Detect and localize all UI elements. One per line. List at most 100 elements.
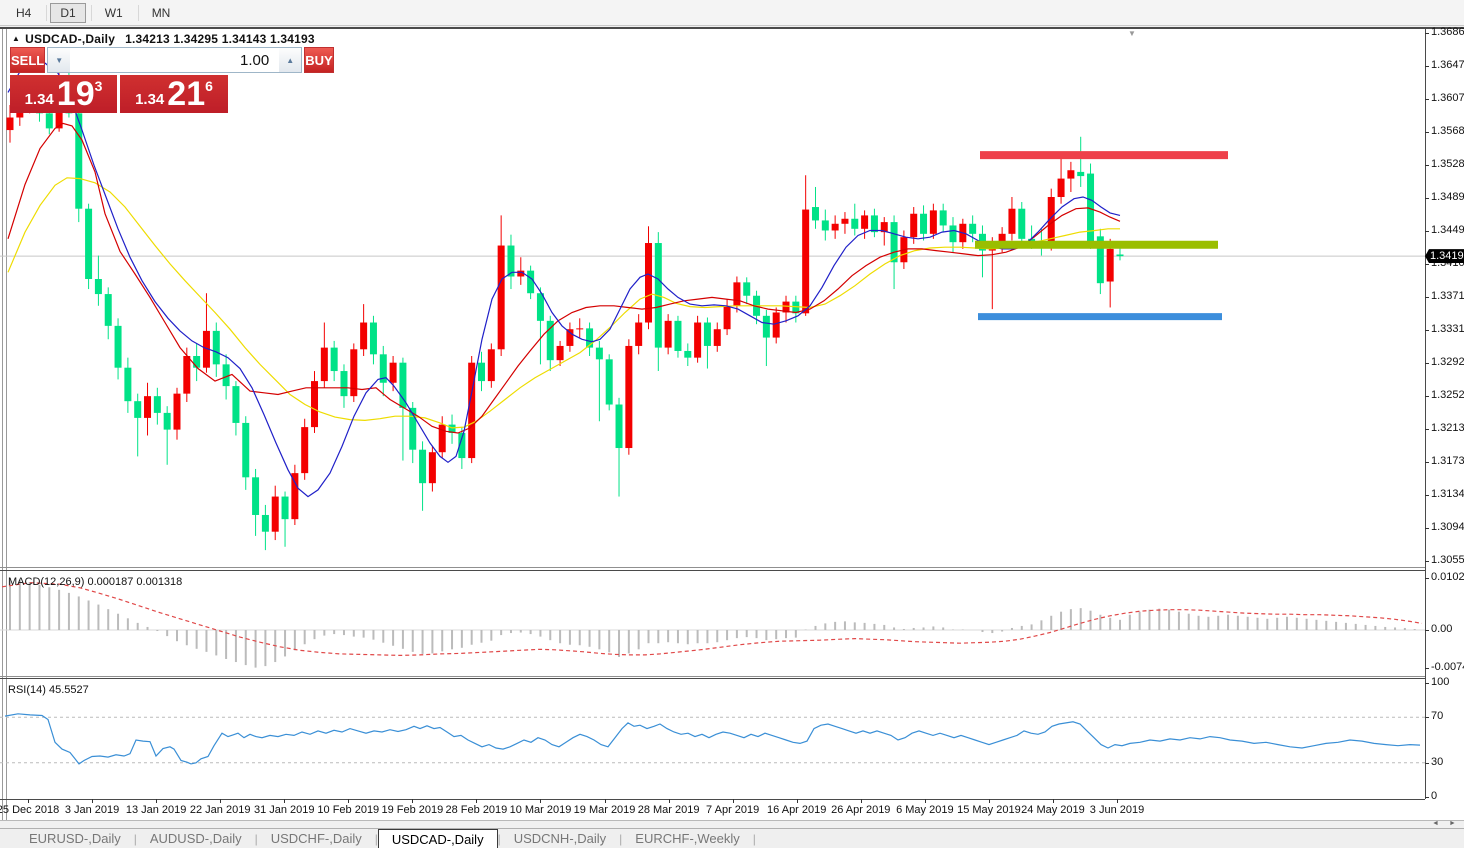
timeframe-toolbar: H4 D1 W1 MN (0, 0, 1464, 26)
rsi-axis-label: 0 (1431, 790, 1438, 802)
horizontal-scrollbar[interactable] (0, 820, 1464, 828)
candle-body (124, 367, 132, 402)
rsi-axis-label: 100 (1431, 676, 1450, 688)
price-axis-tick (1425, 197, 1429, 199)
tab-audusd-daily[interactable]: AUDUSD-,Daily (149, 830, 242, 846)
scroll-left-icon[interactable]: ◄ (1432, 820, 1439, 827)
candle-body (949, 225, 957, 243)
candle-body (821, 220, 829, 231)
buy-button[interactable]: BUY (304, 47, 334, 73)
rsi-axis-tick (1425, 683, 1429, 684)
tab-eurusd-daily[interactable]: EURUSD-,Daily (29, 830, 121, 846)
date-axis-label: 13 Jan 2019 (125, 804, 187, 816)
timeframe-button-h4[interactable]: H4 (16, 5, 32, 20)
timeframe-button-w1[interactable]: W1 (104, 5, 123, 20)
date-axis-tick (220, 799, 222, 803)
candle-body (1018, 208, 1026, 239)
tab-usdchf-daily[interactable]: USDCHF-,Daily (270, 830, 362, 846)
collapse-trade-panel-icon[interactable]: ▲ (12, 34, 21, 43)
candle-body (703, 322, 711, 346)
volume-increase-button[interactable]: ▲ (279, 48, 302, 72)
tab-separator: | (374, 831, 378, 846)
candle-body (1096, 236, 1104, 284)
date-axis-label: 31 Jan 2019 (253, 804, 315, 816)
candle-body (350, 349, 358, 397)
date-axis-tick (156, 799, 158, 803)
pane-splitter-line (0, 570, 1425, 571)
candle-body (527, 270, 535, 294)
candles (6, 50, 1124, 551)
sell-button[interactable]: SELL (10, 47, 46, 73)
candle-body (438, 424, 446, 453)
candle-body (929, 210, 937, 234)
candle-body (75, 113, 83, 209)
date-axis-label: 10 Mar 2019 (509, 804, 572, 816)
date-axis-label: 3 Jan 2019 (64, 804, 120, 816)
toolbar-separator (90, 4, 92, 21)
rsi-pane-canvas[interactable] (0, 679, 1425, 799)
date-axis-tick (1117, 799, 1119, 803)
candle-body (586, 328, 594, 348)
chart-title: ▲ USDCAD-,Daily 1.34213 1.34295 1.34143 1.… (12, 32, 315, 46)
chart-ohlc-readout: 1.34213 1.34295 1.34143 1.34193 (125, 32, 315, 46)
tab-separator: | (752, 831, 756, 846)
rsi-axis-label: 70 (1431, 710, 1444, 723)
macd-axis-label: 0.00 (1431, 623, 1453, 635)
tab-eurchf-weekly[interactable]: EURCHF-,Weekly (635, 830, 740, 846)
sell-price-panel[interactable]: 1.34 19 3 (10, 75, 117, 113)
candle-body (684, 350, 692, 358)
date-axis-label: 6 May 2019 (896, 804, 954, 816)
chart-shift-marker-icon[interactable]: ▼ (1128, 29, 1136, 38)
candle-body (851, 218, 859, 229)
candle-body (674, 320, 682, 351)
rsi-axis-tick (1425, 762, 1429, 764)
price-axis-label: 1.34890 (1431, 190, 1464, 203)
candle-body (291, 473, 299, 520)
volume-input[interactable] (70, 48, 280, 72)
candle-body (733, 282, 741, 306)
candle-body (212, 330, 220, 365)
date-axis-label: 22 Jan 2019 (189, 804, 251, 816)
price-axis-tick (1425, 231, 1429, 233)
tab-usdcad-daily[interactable]: USDCAD-,Daily (377, 828, 498, 848)
candle-body (723, 305, 731, 330)
candle-body (792, 301, 800, 314)
candle-body (379, 354, 387, 383)
tab-usdcnh-daily[interactable]: USDCNH-,Daily (513, 830, 607, 846)
candle-body (497, 245, 505, 350)
pane-splitter[interactable] (0, 567, 1425, 568)
candle-body (615, 404, 623, 449)
price-axis-label: 1.32920 (1431, 355, 1464, 368)
price-axis-line (1425, 29, 1426, 799)
chevron-up-icon: ▲ (286, 55, 295, 65)
candle-body (1067, 170, 1075, 179)
price-axis-tick (1425, 362, 1429, 364)
candle-body (811, 207, 819, 221)
date-axis-label: 3 Jun 2019 (1089, 804, 1145, 816)
pane-splitter[interactable] (0, 676, 1425, 677)
scroll-right-icon[interactable]: ► (1449, 820, 1456, 827)
volume-decrease-button[interactable]: ▼ (48, 48, 71, 72)
macd-pane-canvas[interactable] (0, 571, 1425, 675)
candle-body (153, 396, 161, 413)
timeframe-button-d1[interactable]: D1 (50, 2, 86, 23)
candle-body (330, 347, 338, 372)
macd-signal-line (1, 582, 1423, 657)
candle-body (252, 477, 260, 515)
candle-body (1106, 248, 1114, 282)
price-axis-tick (1425, 33, 1429, 34)
buy-price-panel[interactable]: 1.34 21 6 (120, 75, 228, 113)
candle-body (1057, 178, 1065, 198)
price-axis-tick (1425, 428, 1429, 430)
price-chart-canvas[interactable] (0, 28, 1425, 568)
candle-body (301, 427, 309, 474)
candle-body (369, 322, 377, 355)
candle-body (1008, 208, 1016, 234)
price-axis-tick (1425, 263, 1429, 265)
date-axis-label: 28 Mar 2019 (637, 804, 700, 816)
timeframe-button-mn[interactable]: MN (151, 5, 171, 20)
candle-body (782, 301, 790, 313)
macd-histogram (9, 578, 1416, 668)
price-axis-label: 1.31730 (1431, 455, 1464, 468)
date-axis-label: 24 May 2019 (1021, 804, 1085, 816)
